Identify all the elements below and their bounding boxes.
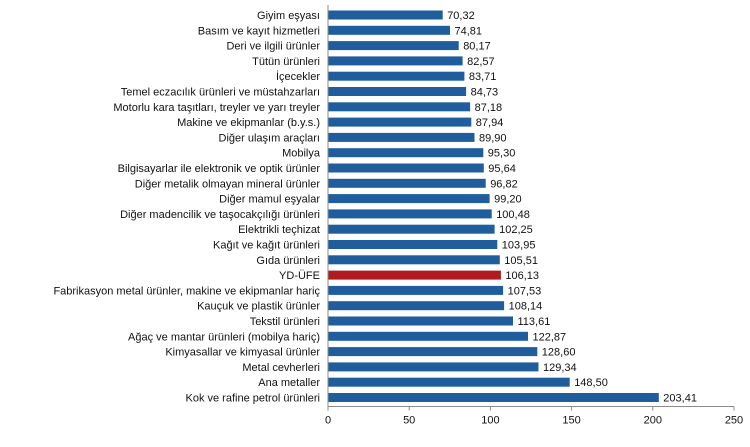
category-label: Diğer mamul eşyalar: [219, 194, 320, 206]
bar: [328, 209, 492, 219]
value-label: 108,14: [509, 301, 543, 313]
bar-highlight: [328, 270, 501, 280]
value-label: 122,87: [533, 331, 567, 343]
value-label: 102,25: [499, 224, 533, 236]
category-label: Elektrikli teçhizat: [238, 224, 320, 236]
category-label: Metal cevherleri: [242, 362, 320, 374]
bar: [328, 393, 659, 402]
x-tick-label: 100: [481, 415, 499, 427]
bar: [328, 255, 500, 265]
value-label: 87,94: [476, 117, 504, 129]
value-label: 80,17: [463, 41, 491, 53]
bar: [328, 117, 472, 127]
x-tick-label: 50: [403, 415, 415, 427]
category-label: Makine ve ekipmanlar (b.y.s.): [177, 117, 320, 129]
x-tick-label: 150: [562, 415, 580, 427]
bar: [328, 377, 570, 387]
value-label: 82,57: [467, 56, 495, 68]
bar: [328, 132, 475, 142]
category-label: Bilgisayarlar ile elektronik ve optik ür…: [118, 163, 321, 175]
category-label: Fabrikasyon metal ürünler, makine ve eki…: [53, 285, 320, 297]
category-label: Ana metaller: [258, 377, 320, 389]
category-label: Deri ve ilgili ürünler: [226, 41, 320, 53]
value-label: 83,71: [469, 71, 497, 83]
value-label: 103,95: [502, 240, 536, 252]
category-label: Diğer metalik olmayan mineral ürünler: [135, 178, 321, 190]
bar: [328, 316, 513, 326]
category-label: Kimyasallar ve kimyasal ürünler: [165, 347, 320, 359]
category-label: Diğer madencilik ve taşocakçılığı ürünle…: [120, 209, 320, 221]
category-label: YD-ÜFE: [279, 270, 320, 282]
value-label: 95,64: [488, 163, 516, 175]
value-label: 113,61: [518, 316, 551, 328]
value-label: 95,30: [488, 148, 516, 160]
category-label: Kok ve rafine petrol ürünleri: [185, 393, 320, 405]
value-label: 129,34: [543, 362, 577, 374]
bar: [328, 178, 486, 188]
bar: [328, 362, 539, 372]
value-label: 89,90: [479, 132, 507, 144]
value-label: 100,48: [496, 209, 530, 221]
category-label: Diğer ulaşım araçları: [219, 132, 320, 144]
bar: [328, 240, 498, 249]
bar: [328, 347, 538, 357]
category-label: İçecekler: [276, 70, 320, 83]
category-label: Motorlu kara taşıtları, treyler ve yarı …: [113, 102, 320, 114]
bar: [328, 194, 490, 204]
category-label: Kağıt ve kağıt ürünleri: [213, 240, 320, 252]
bar: [328, 163, 484, 173]
category-label: Giyim eşyası: [257, 10, 320, 22]
bar: [328, 224, 495, 234]
category-label: Basım ve kayıt hizmetleri: [198, 25, 320, 37]
value-label: 107,53: [508, 285, 542, 297]
category-label: Tütün ürünleri: [252, 56, 320, 68]
value-label: 84,73: [471, 87, 499, 99]
value-label: 148,50: [574, 377, 608, 389]
value-label: 74,81: [455, 25, 483, 37]
bar: [328, 41, 459, 51]
value-label: 203,41: [663, 393, 697, 405]
bar: [328, 148, 484, 158]
x-tick-label: 250: [725, 415, 743, 427]
category-label: Temel eczacılık ürünleri ve müstahzarlar…: [121, 87, 320, 99]
category-label: Mobilya: [282, 148, 321, 160]
value-label: 99,20: [494, 194, 522, 206]
category-label: Gıda ürünleri: [256, 255, 320, 267]
value-label: 128,60: [542, 347, 576, 359]
bar: [328, 56, 463, 66]
bar: [328, 301, 505, 311]
value-label: 70,32: [447, 10, 475, 22]
value-label: 96,82: [490, 178, 518, 190]
category-label: Tekstil ürünleri: [250, 316, 320, 328]
bar: [328, 71, 465, 81]
bar: [328, 87, 467, 96]
bar: [328, 25, 450, 35]
value-label: 87,18: [475, 102, 503, 114]
bar: [328, 10, 443, 20]
category-label: Kauçuk ve plastik ürünler: [197, 301, 320, 313]
bar: [328, 331, 528, 341]
value-label: 105,51: [504, 255, 538, 267]
x-tick-label: 200: [644, 415, 662, 427]
value-label: 106,13: [505, 270, 539, 282]
category-label: Ağaç ve mantar ürünleri (mobilya hariç): [128, 331, 320, 343]
bar: [328, 102, 471, 112]
x-tick-label: 0: [325, 415, 331, 427]
bar: [328, 285, 504, 295]
